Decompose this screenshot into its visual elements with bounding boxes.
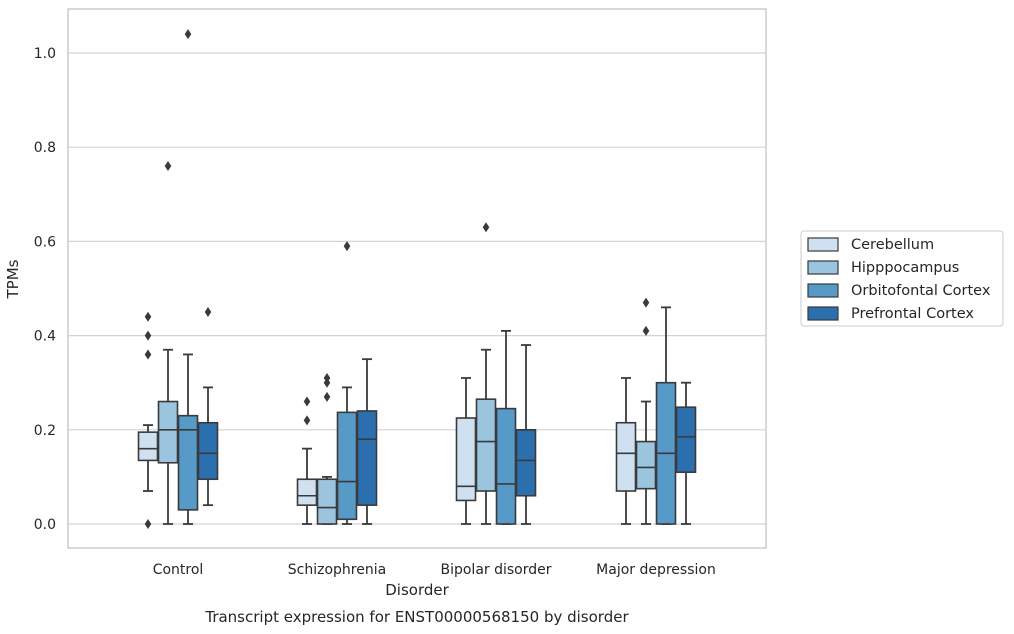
outlier-point xyxy=(184,29,192,40)
x-axis-label: Disorder xyxy=(385,581,449,599)
box-orbitofontal-cortex xyxy=(336,241,358,525)
box-cerebellum xyxy=(296,396,318,525)
legend-swatch xyxy=(807,283,839,298)
box-orbitofontal-cortex xyxy=(655,306,677,525)
y-tick-label: 1.0 xyxy=(34,46,56,62)
box-cerebellum xyxy=(615,377,637,525)
box-iqr xyxy=(336,411,358,521)
box-iqr xyxy=(455,417,477,502)
outlier-point xyxy=(323,391,331,402)
legend-label: Orbitofontal Cortex xyxy=(851,283,991,299)
y-tick-label: 0.0 xyxy=(34,517,56,533)
legend-swatch xyxy=(807,260,839,275)
box-iqr xyxy=(197,421,219,481)
y-tick-labels: 0.0 0.2 0.4 0.6 0.8 1.0 xyxy=(34,46,56,533)
box-cerebellum xyxy=(137,311,159,529)
box-cerebellum xyxy=(455,377,477,525)
chart-caption: Transcript expression for ENST0000056815… xyxy=(204,608,629,626)
box-iqr xyxy=(137,431,159,462)
outlier-point xyxy=(303,415,311,426)
box-iqr xyxy=(495,407,517,525)
outlier-point xyxy=(482,222,490,233)
box-orbitofontal-cortex xyxy=(495,329,517,525)
outlier-point xyxy=(343,241,351,252)
box-iqr xyxy=(675,406,697,473)
legend-frame xyxy=(800,230,1004,327)
box-iqr xyxy=(515,428,537,497)
box-iqr xyxy=(177,414,199,511)
y-tick-label: 0.6 xyxy=(34,234,56,250)
box-iqr xyxy=(296,478,318,506)
outlier-point xyxy=(144,330,152,341)
category-group xyxy=(455,222,537,525)
box-prefrontal-cortex xyxy=(356,358,378,525)
box-iqr xyxy=(356,410,378,506)
outlier-point xyxy=(204,307,212,318)
legend-label: Hipppocampus xyxy=(851,260,959,276)
box-iqr xyxy=(316,478,338,525)
x-tick-label: Bipolar disorder xyxy=(440,562,551,578)
box-prefrontal-cortex xyxy=(515,344,537,525)
outlier-point xyxy=(144,311,152,322)
legend-swatch xyxy=(807,306,839,321)
box-groups xyxy=(137,29,697,529)
y-tick-label: 0.8 xyxy=(34,140,56,156)
outlier-point xyxy=(144,519,152,529)
box-iqr xyxy=(475,398,497,492)
outlier-point xyxy=(164,161,172,172)
box-hipppocampus xyxy=(157,161,179,525)
box-prefrontal-cortex xyxy=(197,307,219,507)
outlier-point xyxy=(323,377,331,388)
category-group xyxy=(615,297,697,525)
legend-swatch xyxy=(807,237,839,252)
category-group xyxy=(296,241,378,525)
box-iqr xyxy=(157,400,179,464)
legend-label: Cerebellum xyxy=(851,237,934,253)
box-prefrontal-cortex xyxy=(675,381,697,525)
box-iqr xyxy=(635,440,657,490)
y-tick-label: 0.4 xyxy=(34,329,56,345)
box-hipppocampus xyxy=(475,222,497,525)
legend: Cerebellum Hipppocampus Orbitofontal Corte… xyxy=(800,230,1004,327)
box-orbitofontal-cortex xyxy=(177,29,199,525)
outlier-point xyxy=(642,325,650,336)
x-tick-label: Major depression xyxy=(596,562,716,578)
x-tick-labels: Control Schizophrenia Bipolar disorder Majo… xyxy=(153,562,716,578)
box-hipppocampus xyxy=(635,297,657,525)
y-axis-label: TPMs xyxy=(4,259,22,299)
outlier-point xyxy=(144,349,152,360)
y-tick-label: 0.2 xyxy=(34,423,56,439)
x-tick-label: Schizophrenia xyxy=(288,562,386,578)
legend-label: Prefrontal Cortex xyxy=(851,306,974,322)
category-group xyxy=(137,29,219,529)
x-tick-label: Control xyxy=(153,562,204,578)
outlier-point xyxy=(303,396,311,407)
box-iqr xyxy=(615,421,637,492)
outlier-point xyxy=(642,297,650,308)
box-hipppocampus xyxy=(316,372,338,525)
plot-frame xyxy=(67,8,767,549)
